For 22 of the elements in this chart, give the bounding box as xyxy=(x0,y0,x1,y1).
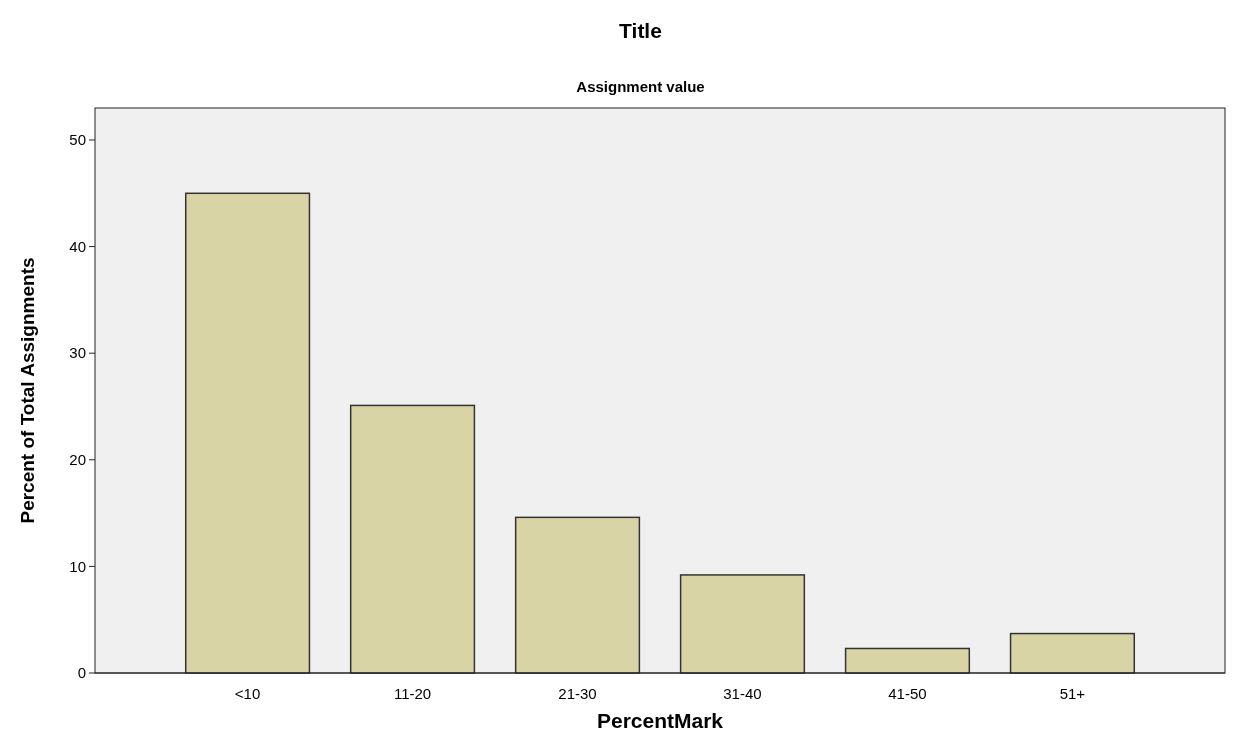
x-tick-label: 51+ xyxy=(1059,685,1086,702)
bar xyxy=(349,404,476,674)
x-axis-title: PercentMark xyxy=(596,709,724,732)
chart-subtitle: Assignment value xyxy=(576,78,705,95)
bar xyxy=(514,516,641,674)
x-tick-label: 21-30 xyxy=(558,685,597,702)
y-tick-label: 10 xyxy=(69,557,86,575)
bar xyxy=(1009,632,1136,674)
chart-title: Title xyxy=(619,19,662,42)
x-tick-label: 11-20 xyxy=(393,685,432,702)
y-tick-label: 30 xyxy=(69,344,86,362)
y-tick-label: 20 xyxy=(69,451,86,469)
y-tick-label: 50 xyxy=(69,131,86,149)
y-axis-title: Percent of Total Assignments xyxy=(17,257,38,524)
x-tick-label: 31-40 xyxy=(723,685,762,702)
bar xyxy=(679,574,806,674)
x-tick-label: 41-50 xyxy=(888,685,927,702)
y-tick-label: 40 xyxy=(69,237,86,255)
bar xyxy=(184,192,311,674)
x-tick-label: <10 xyxy=(234,685,261,702)
y-tick-label: 0 xyxy=(77,664,86,682)
bar xyxy=(844,647,971,674)
